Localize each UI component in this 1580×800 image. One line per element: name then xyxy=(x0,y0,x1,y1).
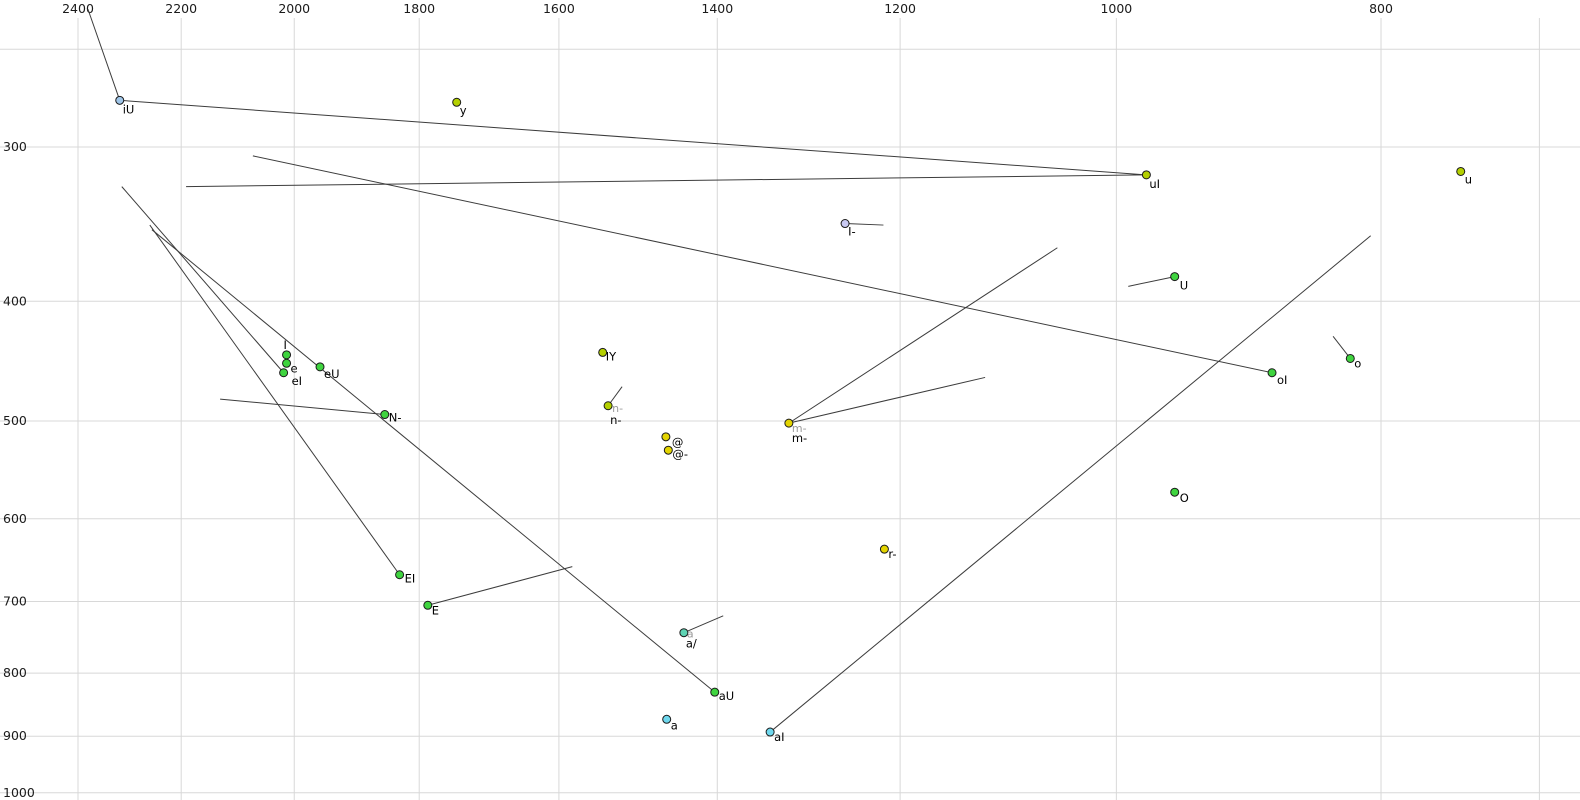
data-point-E xyxy=(423,600,433,610)
data-point-oI xyxy=(1267,368,1277,378)
x-axis-tick-label: 800 xyxy=(1369,1,1393,16)
data-point-n- xyxy=(603,401,613,411)
point-label-uI: uI xyxy=(1149,177,1160,191)
y-axis-tick-label: 500 xyxy=(3,413,27,428)
data-points xyxy=(115,95,1466,737)
point-label-EI: EI xyxy=(405,572,416,586)
data-point-uI xyxy=(1141,170,1151,180)
point-label-aI: aI xyxy=(774,730,784,744)
y-axis-tick-label: 600 xyxy=(3,511,27,526)
point-label-I-: I- xyxy=(848,225,856,239)
point-label-iU: iU xyxy=(123,102,135,116)
point-label-E: E xyxy=(432,603,439,617)
y-axis-tick-label: 900 xyxy=(3,728,27,743)
point-label-a/: a/ xyxy=(686,637,697,651)
data-point-iU xyxy=(115,95,125,105)
data-point-m- xyxy=(784,418,794,428)
point-ghost-label: m- xyxy=(792,422,807,435)
data-point-@- xyxy=(663,445,673,455)
point-label-u: u xyxy=(1465,172,1472,186)
data-point-eI xyxy=(279,368,289,378)
axis-tick-labels: 2400 2200 2000 1800 1600 1400 1200 1000 800 300 40… xyxy=(3,1,1393,800)
point-label-e: e xyxy=(291,361,298,375)
y-axis-tick-label: 300 xyxy=(3,139,27,154)
x-axis-tick-label: 1800 xyxy=(403,1,435,16)
data-point-eU xyxy=(315,362,325,372)
trajectory-line xyxy=(788,376,986,424)
trajectory-line xyxy=(151,229,716,693)
data-point-U xyxy=(1170,272,1180,282)
point-label-oI: oI xyxy=(1277,373,1287,387)
point-label-@: @ xyxy=(672,435,684,449)
point-label-aU: aU xyxy=(719,689,734,703)
trajectory-line xyxy=(87,8,121,101)
point-label-m-: m- xyxy=(792,431,807,445)
x-axis-tick-label: 2000 xyxy=(278,1,310,16)
data-point-e xyxy=(282,358,292,368)
point-label-eI: eI xyxy=(292,374,302,388)
point-label-eU: eU xyxy=(324,367,340,381)
trajectory-line xyxy=(121,186,284,374)
x-axis-tick-label: 1400 xyxy=(701,1,733,16)
trajectory-line xyxy=(769,235,1372,733)
x-axis-tick-label: 1000 xyxy=(1100,1,1132,16)
trajectory-line xyxy=(186,174,1147,188)
data-point-y xyxy=(452,97,462,107)
data-point-aU xyxy=(710,687,720,697)
trajectory-line xyxy=(252,155,1273,374)
point-label-U: U xyxy=(1180,279,1188,293)
trajectory-line xyxy=(149,224,401,576)
point-label-n-: n- xyxy=(610,413,621,427)
data-point-aI xyxy=(765,727,775,737)
trajectory-line xyxy=(119,99,1147,176)
y-axis-tick-label: 800 xyxy=(3,665,27,680)
data-point-IY xyxy=(598,347,608,357)
trajectory-line xyxy=(220,398,385,416)
y-axis-tick-label: 1000 xyxy=(3,785,35,800)
data-point-a xyxy=(662,714,672,724)
data-point-I xyxy=(282,350,292,360)
point-label-r-: r- xyxy=(888,547,896,561)
point-label-y: y xyxy=(460,103,467,117)
y-axis-tick-label: 700 xyxy=(3,593,27,608)
trajectory-line xyxy=(788,247,1058,424)
data-point-N- xyxy=(380,410,390,420)
point-label-a: a xyxy=(671,718,678,732)
point-label-o: o xyxy=(1354,356,1361,370)
data-point-r- xyxy=(879,544,889,554)
point-ghost-label: a xyxy=(687,628,694,641)
x-axis-tick-label: 2400 xyxy=(62,1,94,16)
point-label-O: O xyxy=(1180,491,1189,505)
point-label-IY: IY xyxy=(606,349,617,363)
trajectory-line xyxy=(427,566,573,606)
point-ghost-label: n- xyxy=(612,402,623,415)
point-label-I: I xyxy=(284,338,287,352)
x-axis-tick-label: 1200 xyxy=(884,1,916,16)
point-label-@-: @- xyxy=(672,447,688,461)
trajectory-lines xyxy=(87,8,1372,733)
data-point-a/ xyxy=(679,628,689,638)
data-point-EI xyxy=(395,570,405,580)
data-point-I- xyxy=(840,219,850,229)
data-point-o xyxy=(1345,353,1355,363)
trajectory-line xyxy=(1332,336,1351,359)
trajectory-line xyxy=(683,615,724,634)
x-axis-tick-label: 1600 xyxy=(543,1,575,16)
data-point-@ xyxy=(661,432,671,442)
point-label-N-: N- xyxy=(389,411,402,425)
trajectory-line xyxy=(845,223,884,226)
x-axis-tick-label: 2200 xyxy=(165,1,197,16)
data-point-u xyxy=(1456,166,1466,176)
gridlines xyxy=(0,18,1580,800)
data-point-O xyxy=(1170,487,1180,497)
y-axis-tick-label: 400 xyxy=(3,293,27,308)
trajectory-line xyxy=(1128,276,1175,287)
